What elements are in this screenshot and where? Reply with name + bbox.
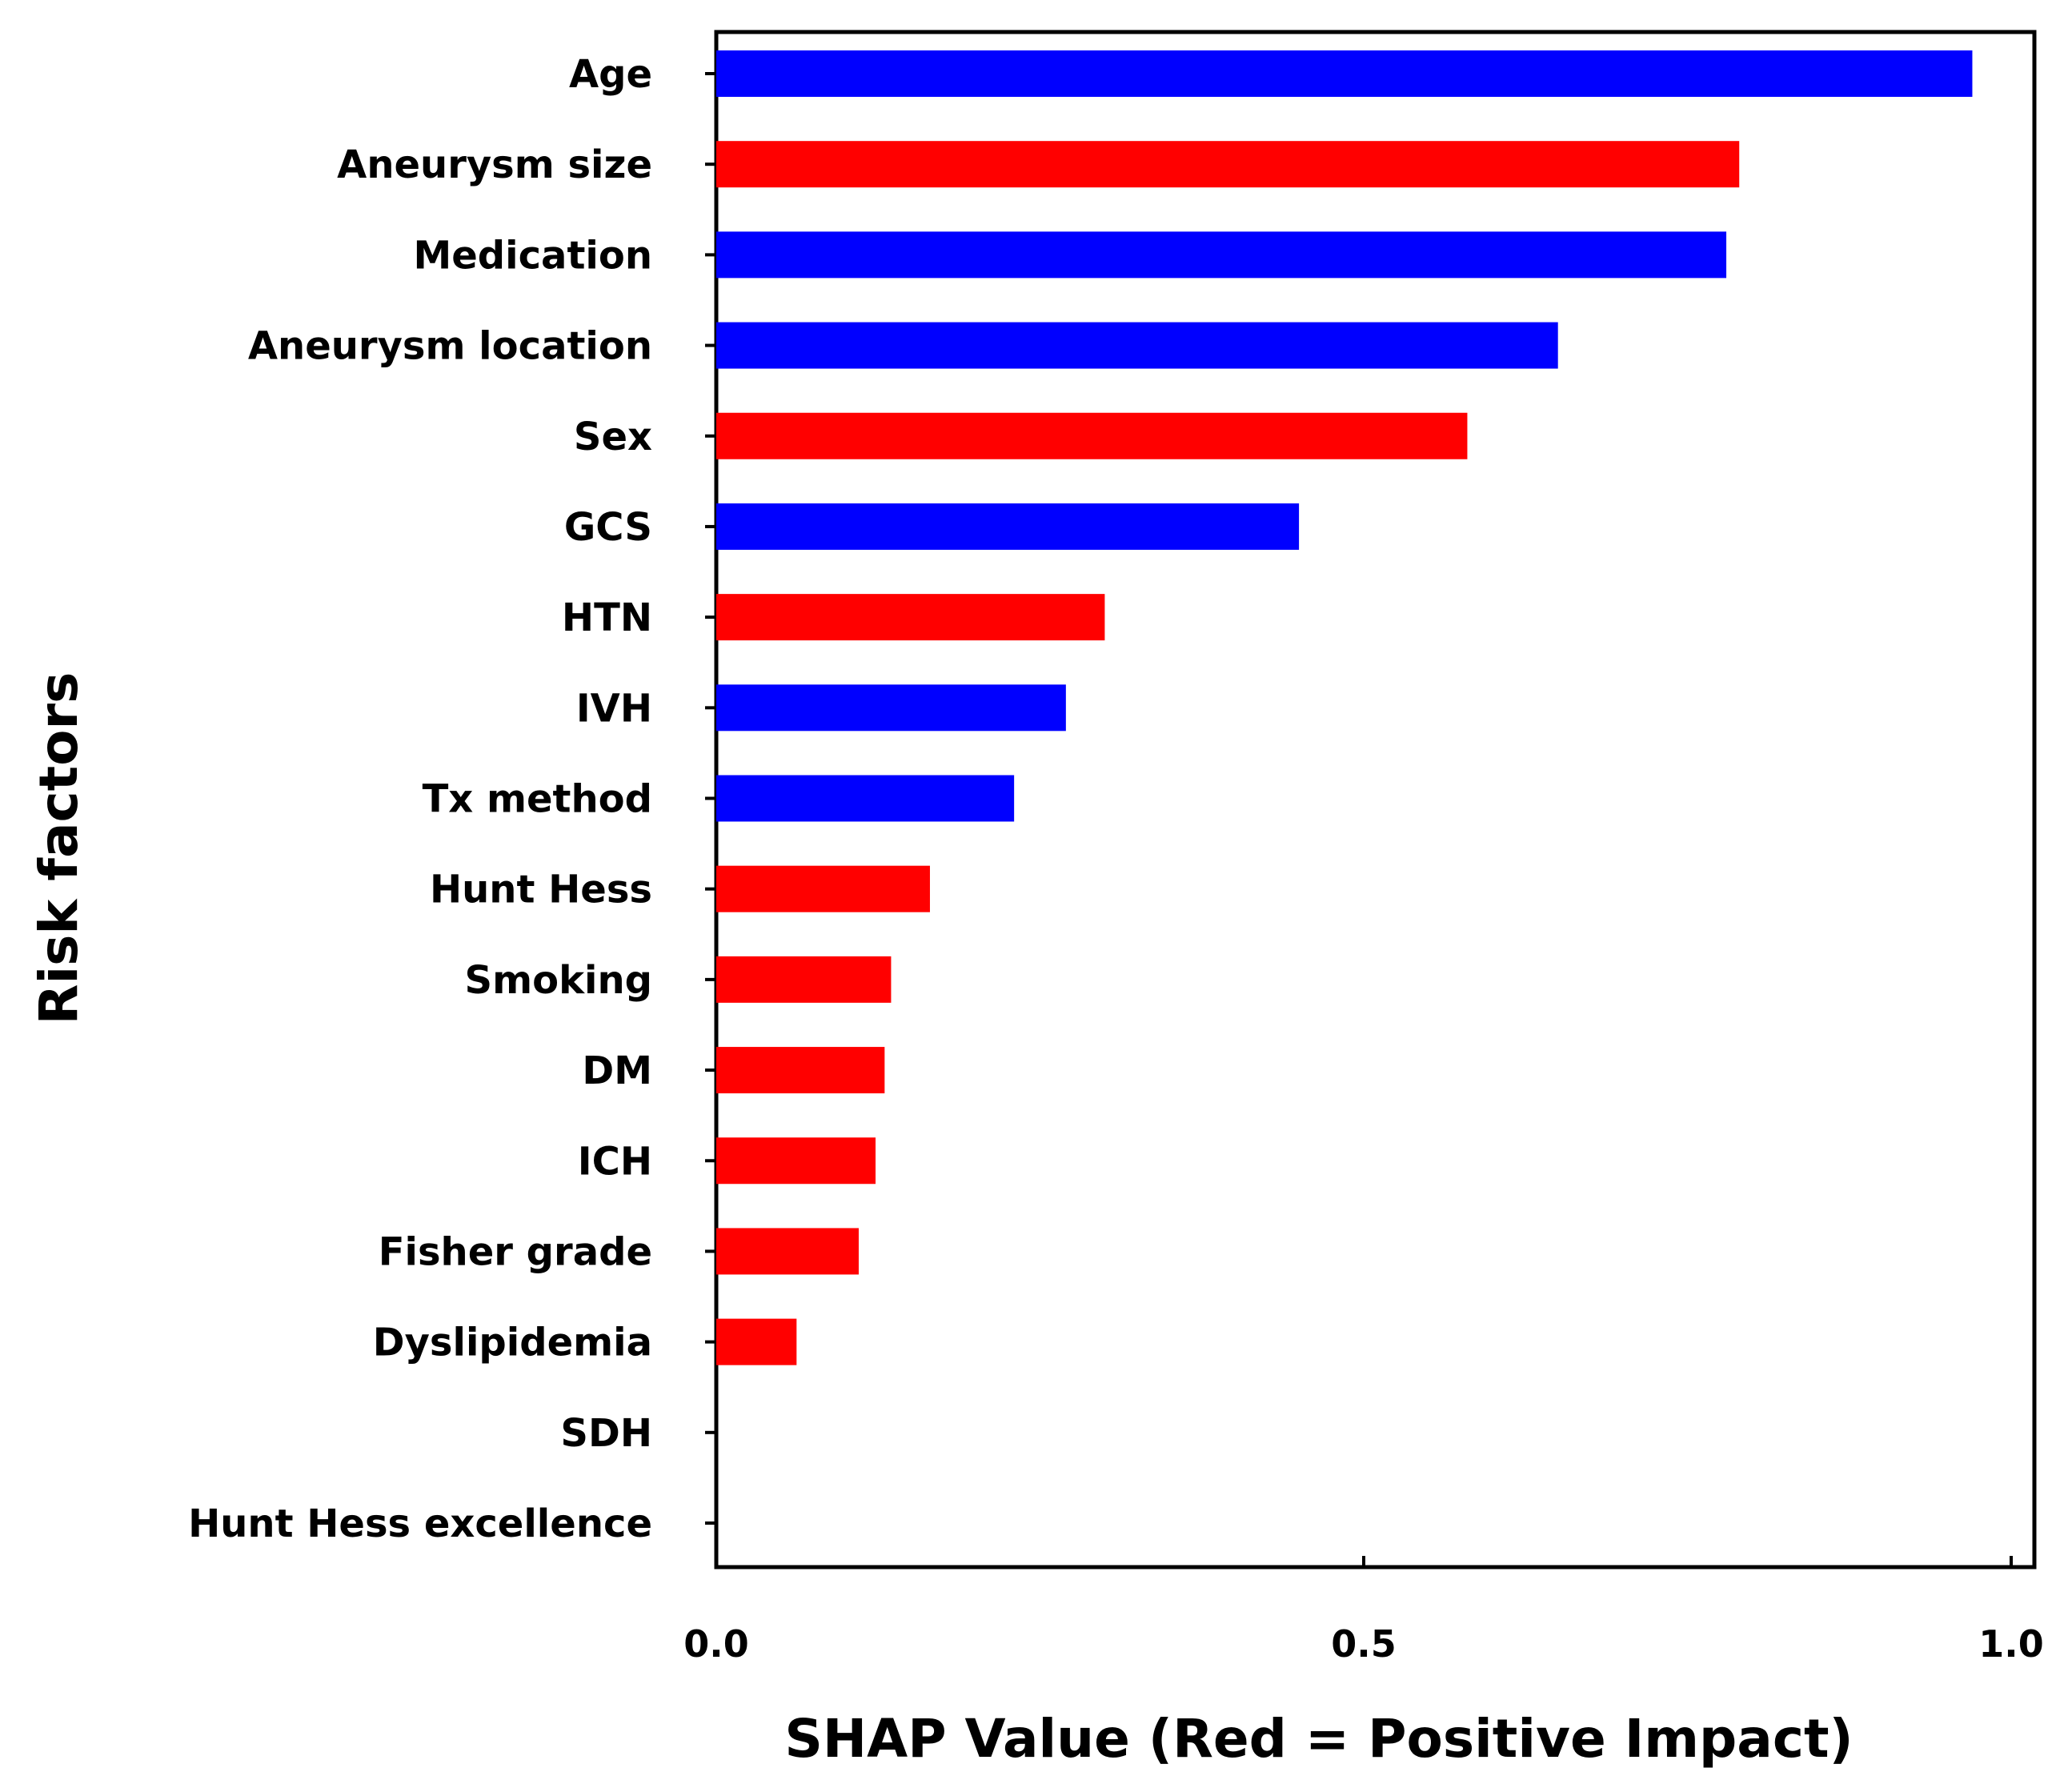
category-label-fisher-grade: Fisher grade	[379, 1229, 652, 1274]
category-labels: Age Aneurysm size Medication Aneurysm locat…	[188, 52, 652, 1546]
category-label-dm: DM	[582, 1048, 652, 1093]
bar-ich	[716, 1137, 876, 1185]
category-label-medication: Medication	[413, 233, 652, 278]
category-label-htn: HTN	[562, 595, 652, 640]
bar-hunt-hess	[716, 865, 930, 912]
category-label-sdh: SDH	[560, 1411, 652, 1456]
bar-aneurysm-location	[716, 322, 1558, 369]
bar-tx-method	[716, 775, 1015, 822]
bar-aneurysm-size	[716, 141, 1740, 188]
category-label-smoking: Smoking	[465, 958, 652, 1003]
bar-fisher-grade	[716, 1228, 859, 1275]
category-label-hunt-hess: Hunt Hess	[430, 868, 652, 912]
x-tick-label-2: 1.0	[1978, 1622, 2044, 1666]
category-label-gcs: GCS	[564, 505, 652, 550]
bar-medication	[716, 231, 1727, 279]
category-label-ich: ICH	[578, 1139, 652, 1184]
category-label-age: Age	[569, 52, 652, 97]
y-axis-title: Risk factors	[28, 672, 90, 1025]
bar-dyslipidemia	[716, 1318, 797, 1365]
bar-ivh	[716, 684, 1066, 732]
x-axis-title: SHAP Value (Red = Positive Impact)	[784, 1708, 1853, 1770]
category-label-aneurysm-location: Aneurysm location	[248, 324, 652, 369]
category-label-hunt-hess-excellence: Hunt Hess excellence	[188, 1501, 652, 1546]
category-label-dyslipidemia: Dyslipidemia	[373, 1321, 652, 1365]
bars-layer	[716, 50, 1973, 1365]
bar-gcs	[716, 503, 1300, 550]
category-label-aneurysm-size: Aneurysm size	[337, 142, 652, 187]
x-tick-label-1: 0.5	[1331, 1622, 1397, 1666]
bar-sex	[716, 412, 1468, 459]
ticks-layer	[705, 72, 2013, 1567]
category-label-ivh: IVH	[576, 686, 652, 731]
bar-dm	[716, 1047, 885, 1094]
bar-age	[716, 50, 1973, 97]
bar-htn	[716, 594, 1105, 641]
bar-smoking	[716, 956, 892, 1003]
x-tick-label-0: 0.0	[683, 1622, 749, 1666]
category-label-sex: Sex	[574, 415, 652, 459]
category-label-tx-method: Tx method	[423, 777, 652, 822]
x-tick-labels: 0.0 0.5 1.0	[683, 1622, 2044, 1666]
